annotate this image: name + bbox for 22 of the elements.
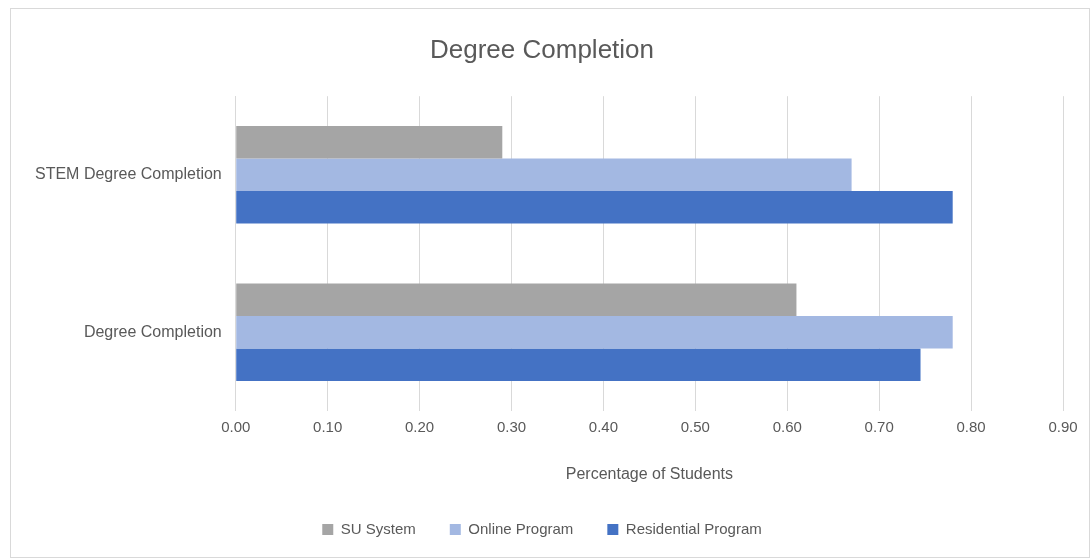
x-tick-label: 0.60 — [772, 417, 802, 435]
bar — [236, 126, 503, 159]
bar — [236, 283, 797, 316]
x-tick-label: 0.00 — [221, 417, 251, 435]
legend-label: Residential Program — [625, 519, 762, 537]
bar — [236, 348, 921, 381]
legend-label: Online Program — [468, 519, 574, 537]
x-tick-label: 0.80 — [956, 417, 986, 435]
x-tick-label: 0.70 — [864, 417, 894, 435]
x-tick-label: 0.30 — [496, 417, 527, 435]
x-axis-title: Percentage of Students — [565, 464, 733, 482]
y-tick-label: STEM Degree Completion — [34, 165, 222, 183]
x-tick-label: 0.50 — [680, 417, 710, 435]
x-tick-label: 0.20 — [404, 417, 435, 435]
legend-label: SU System — [340, 519, 416, 537]
x-tick-label: 0.90 — [1048, 417, 1078, 435]
chart-title: Degree Completion — [429, 33, 655, 64]
bar — [236, 191, 953, 224]
bar — [236, 315, 953, 349]
x-tick-label: 0.40 — [588, 417, 619, 435]
x-tick-label: 0.10 — [313, 417, 343, 435]
bar — [236, 158, 852, 192]
